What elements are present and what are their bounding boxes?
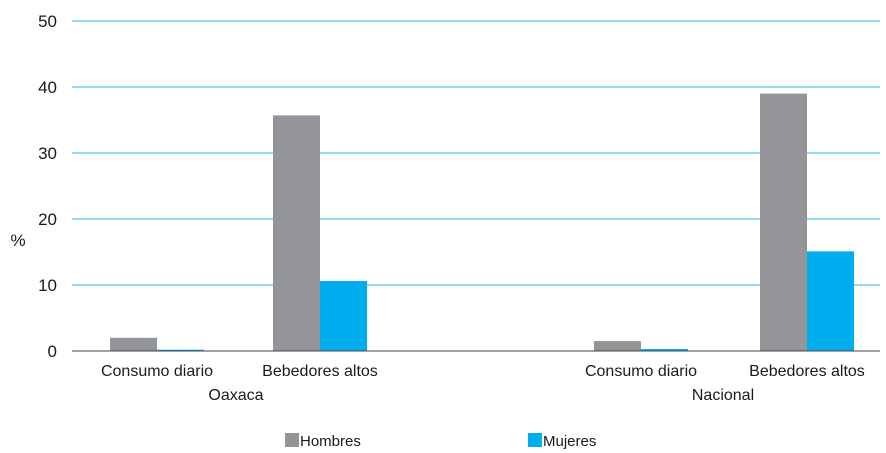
- legend-label-mujeres: Mujeres: [543, 433, 596, 450]
- gridlines: [72, 20, 880, 286]
- bar-hombres-oaxaca-1: [110, 337, 157, 351]
- y-tick-label: 20: [38, 210, 57, 229]
- legend: Hombres Mujeres: [285, 433, 596, 450]
- legend-label-hombres: Hombres: [300, 433, 361, 450]
- legend-swatch-hombres: [285, 433, 299, 447]
- y-tick-label: 0: [48, 342, 57, 361]
- y-tick-label: 10: [38, 276, 57, 295]
- x-axis-group-labels: Oaxaca Nacional: [208, 387, 754, 404]
- bar-mujeres-nacional-1: [641, 349, 688, 351]
- bars: [110, 93, 854, 351]
- x-category-label: Consumo diario: [585, 363, 697, 380]
- x-group-label: Oaxaca: [208, 387, 263, 404]
- y-tick-label: 30: [38, 144, 57, 163]
- x-category-label: Bebedores altos: [749, 363, 865, 380]
- bar-mujeres-oaxaca-1: [157, 349, 204, 351]
- x-category-label: Consumo diario: [101, 363, 213, 380]
- y-tick-label: 50: [38, 12, 57, 31]
- legend-swatch-mujeres: [528, 433, 542, 447]
- x-axis-category-labels: Consumo diario Bebedores altos Consumo dia…: [101, 363, 865, 380]
- bar-mujeres-nacional-2: [807, 251, 854, 351]
- y-axis-ticks: 0 10 20 30 40 50: [38, 12, 57, 361]
- y-axis-label: %: [10, 231, 25, 250]
- bar-hombres-nacional-2: [760, 93, 807, 351]
- bar-hombres-nacional-1: [594, 341, 641, 351]
- bar-mujeres-oaxaca-2: [320, 281, 367, 351]
- x-category-label: Bebedores altos: [262, 363, 378, 380]
- x-group-label: Nacional: [692, 387, 754, 404]
- y-tick-label: 40: [38, 78, 57, 97]
- bar-hombres-oaxaca-2: [273, 115, 320, 351]
